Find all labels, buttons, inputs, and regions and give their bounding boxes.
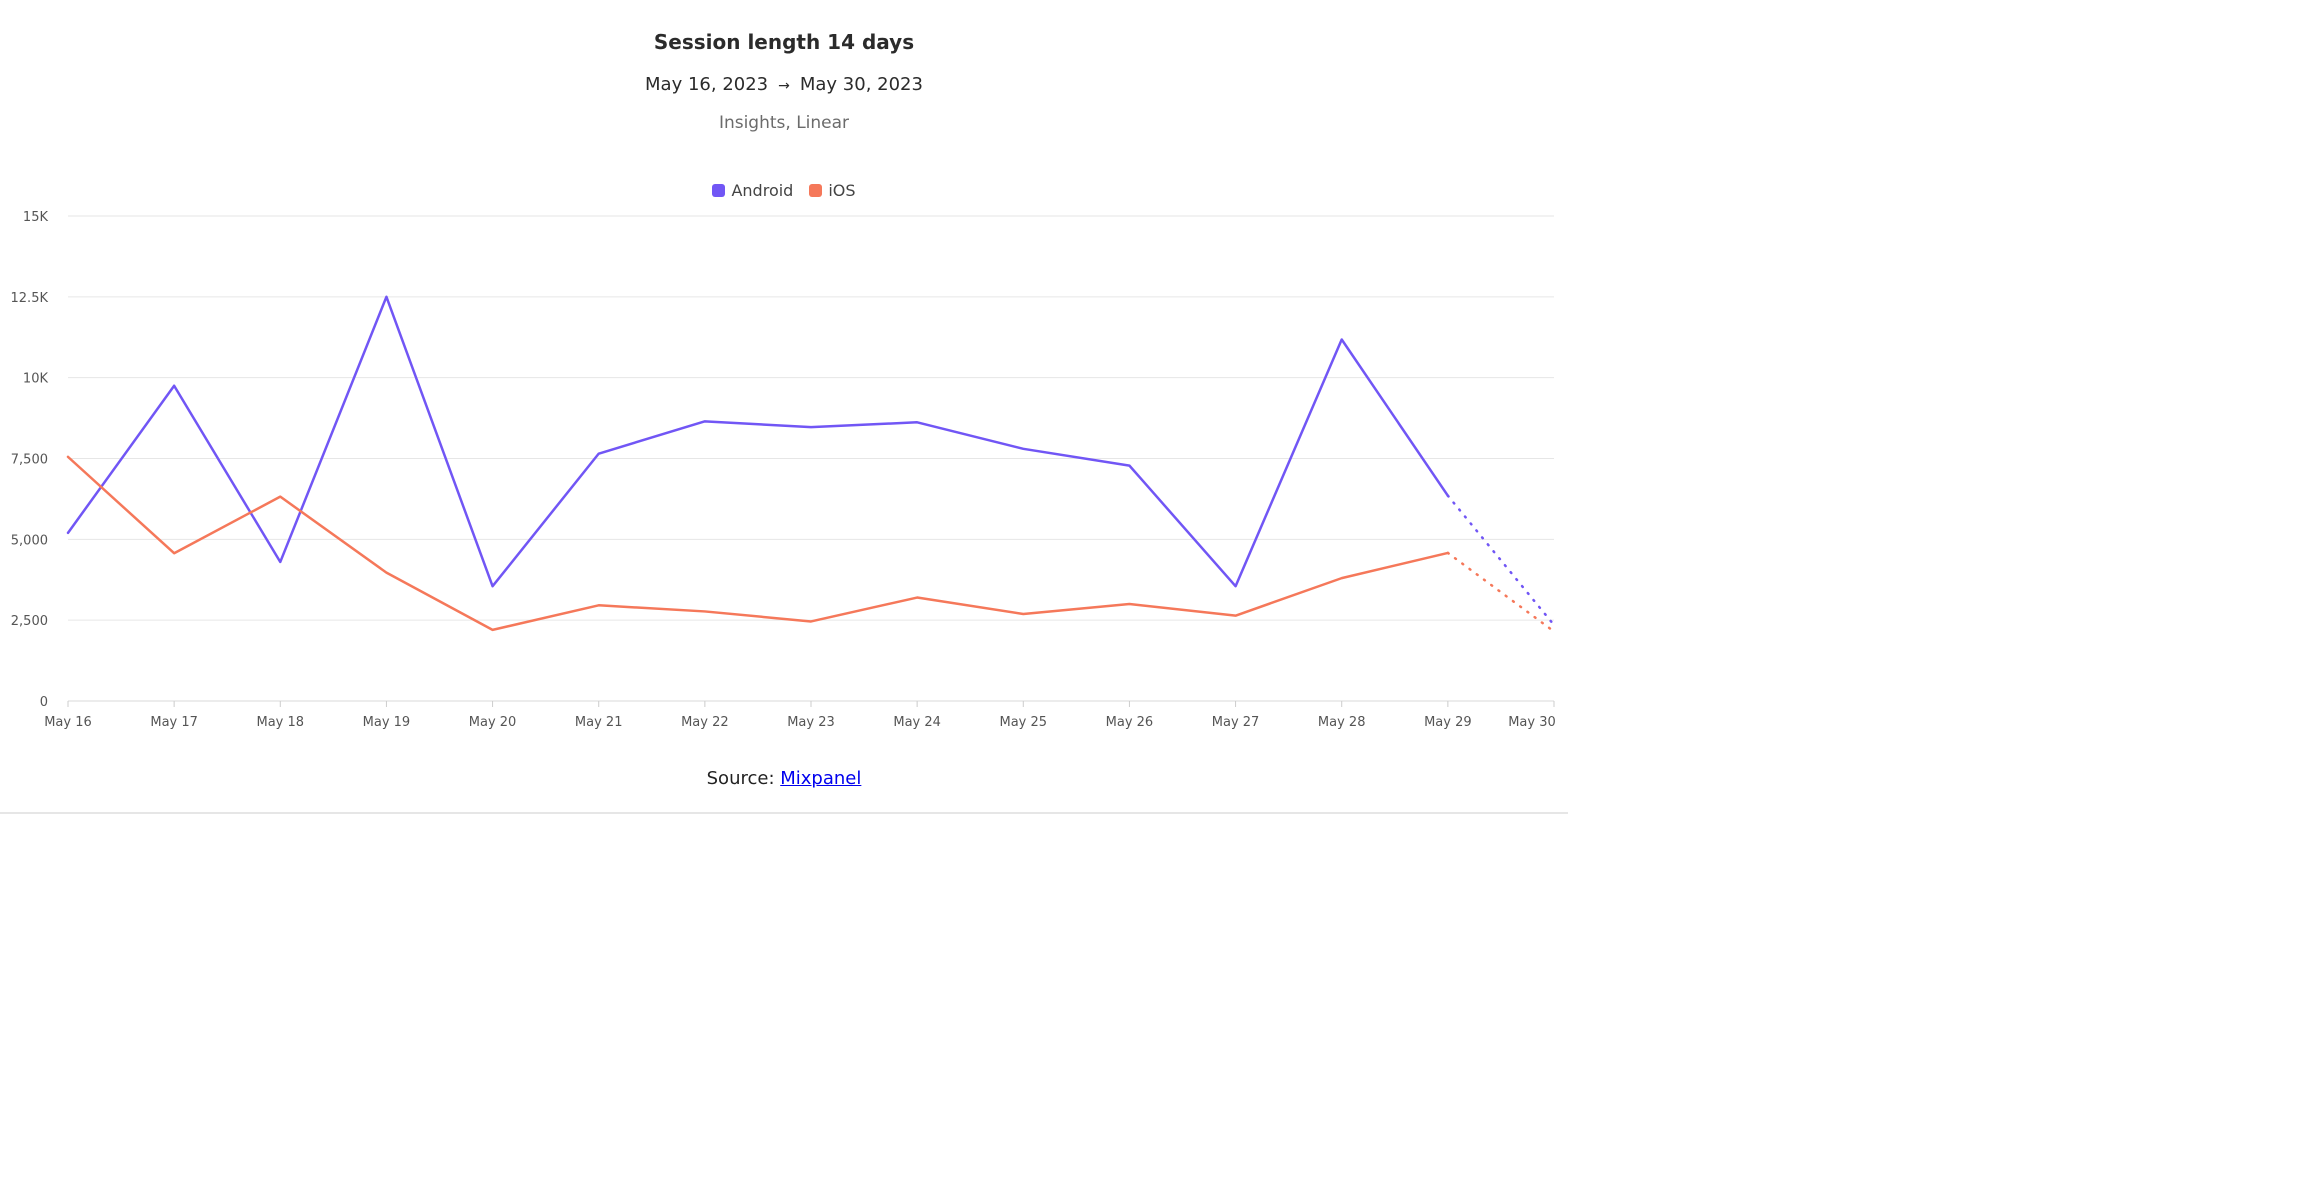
series-partial-ios	[1446, 551, 1556, 633]
x-tick-label: May 27	[1212, 715, 1260, 730]
x-tick-label: May 24	[893, 715, 941, 730]
bottom-divider	[0, 812, 1568, 814]
x-tick-label: May 22	[681, 715, 729, 730]
chart-title: Session length 14 days	[653, 30, 915, 54]
chart-subtitle: Insights, Linear	[718, 113, 850, 133]
source-line: Source: Mixpanel	[0, 768, 1568, 789]
date-start: May 16, 2023	[645, 74, 769, 95]
y-tick-label: 0	[40, 695, 48, 710]
series-line-android	[66, 295, 1450, 588]
x-tick-label: May 17	[150, 715, 198, 730]
y-tick-label: 12.5K	[11, 291, 49, 306]
x-tick-label: May 18	[257, 715, 305, 730]
series-line-ios	[66, 455, 1450, 632]
x-tick-label: May 30	[1508, 715, 1556, 730]
y-tick-label: 7,500	[11, 453, 48, 468]
x-tick-label: May 19	[363, 715, 411, 730]
legend-item-android[interactable]: Android	[712, 181, 793, 200]
x-tick-label: May 23	[787, 715, 835, 730]
x-tick-label: May 25	[1000, 715, 1048, 730]
line-chart: 0 2,500 5,000 7,500 10K 12.5K 15K May 16 May 17 M…	[11, 210, 1556, 730]
series-partial-android	[1446, 494, 1556, 627]
x-tick-label: May 20	[469, 715, 517, 730]
legend-label-ios: iOS	[828, 181, 856, 200]
legend-label-android: Android	[731, 181, 794, 200]
x-tick-label: May 26	[1106, 715, 1154, 730]
source-link[interactable]: Mixpanel	[780, 768, 862, 789]
y-tick-label: 10K	[23, 372, 49, 387]
legend-item-ios[interactable]: iOS	[809, 181, 856, 200]
arrow-right-icon: →	[778, 78, 790, 94]
legend-swatch-android	[712, 184, 726, 197]
legend: Android iOS	[0, 181, 1568, 200]
x-tick-label: May 28	[1318, 715, 1366, 730]
y-tick-label: 2,500	[11, 614, 48, 629]
x-tick-label: May 16	[44, 715, 92, 730]
x-tick-label: May 29	[1424, 715, 1472, 730]
y-tick-label: 5,000	[11, 533, 48, 548]
date-range: May 16, 2023 → May 30, 2023	[0, 74, 1568, 95]
legend-swatch-ios	[809, 184, 823, 197]
date-end: May 30, 2023	[799, 74, 923, 95]
x-tick-label: May 21	[575, 715, 623, 730]
y-tick-label: 15K	[23, 210, 49, 225]
source-label: Source:	[706, 768, 781, 789]
